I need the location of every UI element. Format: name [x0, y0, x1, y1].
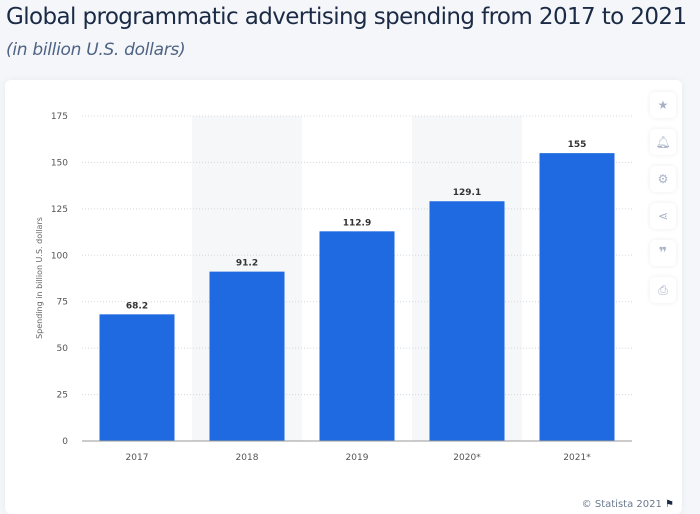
- chart-title: Global programmatic advertising spending…: [6, 4, 687, 30]
- data-label: 112.9: [343, 218, 371, 228]
- statista-credit[interactable]: © Statista 2021 ⚑: [582, 499, 674, 510]
- gear-icon[interactable]: ⚙: [650, 166, 676, 192]
- flag-icon[interactable]: ⚑: [665, 499, 674, 510]
- print-icon[interactable]: ⎙: [650, 277, 676, 303]
- y-tick-label: 25: [57, 391, 68, 401]
- bar-2017: [99, 314, 175, 441]
- credit-text: © Statista 2021: [581, 499, 662, 510]
- star-icon[interactable]: ★: [650, 92, 676, 118]
- x-tick-label: 2018: [236, 453, 259, 463]
- quote-icon[interactable]: ❞: [650, 240, 676, 266]
- data-label: 91.2: [236, 259, 258, 269]
- y-tick-label: 75: [57, 298, 68, 308]
- data-label: 155: [568, 140, 587, 150]
- y-tick-label: 100: [51, 251, 68, 261]
- y-tick-label: 125: [51, 205, 68, 215]
- bar-2018: [209, 271, 285, 441]
- data-label: 129.1: [453, 188, 481, 198]
- x-tick-label: 2021*: [563, 453, 591, 463]
- y-tick-label: 0: [62, 437, 68, 447]
- x-tick-label: 2019: [346, 453, 369, 463]
- data-label: 68.2: [126, 301, 148, 311]
- share-icon[interactable]: ⋖: [650, 203, 676, 229]
- x-tick-label: 2017: [126, 453, 149, 463]
- bar-2020*: [429, 201, 505, 441]
- chart-subtitle: (in billion U.S. dollars): [6, 40, 186, 60]
- y-tick-label: 150: [51, 158, 68, 168]
- y-tick-label: 50: [57, 344, 69, 354]
- x-tick-label: 2020*: [453, 453, 481, 463]
- y-axis-label: Spending in billion U.S. dollars: [35, 217, 44, 339]
- toolbar: ★ 🔔︎ ⚙ ⋖ ❞ ⎙: [650, 92, 676, 314]
- bar-2019: [319, 231, 395, 441]
- bell-icon[interactable]: 🔔︎: [650, 129, 676, 155]
- bar-2021*: [539, 153, 615, 441]
- y-tick-label: 175: [51, 112, 68, 122]
